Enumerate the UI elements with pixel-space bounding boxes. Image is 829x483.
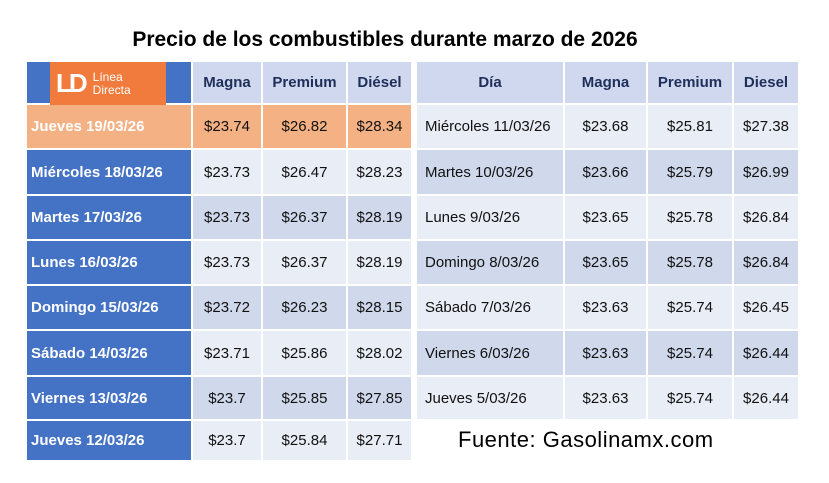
price-cell: $28.15 <box>348 286 411 329</box>
price-cell: $23.71 <box>193 331 261 375</box>
price-cell: $23.63 <box>565 331 646 375</box>
price-cell: $26.45 <box>734 286 798 329</box>
price-cell: $23.63 <box>565 286 646 329</box>
header-cell: Diesel <box>734 62 798 103</box>
source: Fuente: Gasolinamx.com <box>458 427 714 452</box>
header-cell: Magna <box>565 62 646 103</box>
price-cell: $25.78 <box>648 241 732 284</box>
header-cell: Día <box>417 62 563 103</box>
price-cell: $26.84 <box>734 241 798 284</box>
price-cell: $25.84 <box>263 421 346 460</box>
price-cell: $28.02 <box>348 331 411 375</box>
price-cell: $23.7 <box>193 421 261 460</box>
price-cell: $25.85 <box>263 377 346 419</box>
day-cell: Domingo 8/03/26 <box>417 241 563 284</box>
price-cell: $28.19 <box>348 241 411 284</box>
price-cell: $26.37 <box>263 196 346 239</box>
price-cell: $27.71 <box>348 421 411 460</box>
price-cell: $25.79 <box>648 150 732 194</box>
day-cell: Lunes 9/03/26 <box>417 196 563 239</box>
price-cell: $23.68 <box>565 105 646 148</box>
price-cell: $23.74 <box>193 105 261 148</box>
price-cell: $26.84 <box>734 196 798 239</box>
day-cell: Jueves 5/03/26 <box>417 377 563 419</box>
price-cell: $27.85 <box>348 377 411 419</box>
price-cell: $23.7 <box>193 377 261 419</box>
header-cell: Magna <box>193 62 261 103</box>
header-cell: Premium <box>263 62 346 103</box>
day-cell: Martes 10/03/26 <box>417 150 563 194</box>
price-cell: $26.37 <box>263 241 346 284</box>
day-cell: Miércoles 18/03/26 <box>27 150 191 194</box>
logo-text: Línea Directa <box>92 69 131 97</box>
price-cell: $26.23 <box>263 286 346 329</box>
price-cell: $26.99 <box>734 150 798 194</box>
price-cell: $25.81 <box>648 105 732 148</box>
day-cell: Sábado 7/03/26 <box>417 286 563 329</box>
price-cell: $25.74 <box>648 377 732 419</box>
price-cell: $23.63 <box>565 377 646 419</box>
price-cell: $23.73 <box>193 150 261 194</box>
price-cell: $26.44 <box>734 377 798 419</box>
price-cell: $27.38 <box>734 105 798 148</box>
price-cell: $26.82 <box>263 105 346 148</box>
day-cell: Jueves 19/03/26 <box>27 105 191 148</box>
day-cell: Lunes 16/03/26 <box>27 241 191 284</box>
price-cell: $26.47 <box>263 150 346 194</box>
day-cell: Viernes 6/03/26 <box>417 331 563 375</box>
price-cell: $26.44 <box>734 331 798 375</box>
price-cell: $23.73 <box>193 196 261 239</box>
logo: LD Línea Directa <box>50 62 166 105</box>
price-cell: $23.72 <box>193 286 261 329</box>
day-cell: Miércoles 11/03/26 <box>417 105 563 148</box>
price-cell: $25.74 <box>648 331 732 375</box>
logo-mark: LD <box>56 68 88 98</box>
price-cell: $28.23 <box>348 150 411 194</box>
header-cell: Premium <box>648 62 732 103</box>
price-cell: $28.34 <box>348 105 411 148</box>
day-cell: Viernes 13/03/26 <box>27 377 191 419</box>
price-cell: $25.86 <box>263 331 346 375</box>
day-cell: Martes 17/03/26 <box>27 196 191 239</box>
price-cell: $23.73 <box>193 241 261 284</box>
day-cell: Jueves 12/03/26 <box>27 421 191 460</box>
price-cell: $25.78 <box>648 196 732 239</box>
price-cell: $28.19 <box>348 196 411 239</box>
price-cell: $23.65 <box>565 196 646 239</box>
day-cell: Sábado 14/03/26 <box>27 331 191 375</box>
title: Precio de los combustibles durante marzo… <box>132 28 638 51</box>
price-cell: $25.74 <box>648 286 732 329</box>
price-cell: $23.66 <box>565 150 646 194</box>
header-cell: Diésel <box>348 62 411 103</box>
price-cell: $23.65 <box>565 241 646 284</box>
day-cell: Domingo 15/03/26 <box>27 286 191 329</box>
